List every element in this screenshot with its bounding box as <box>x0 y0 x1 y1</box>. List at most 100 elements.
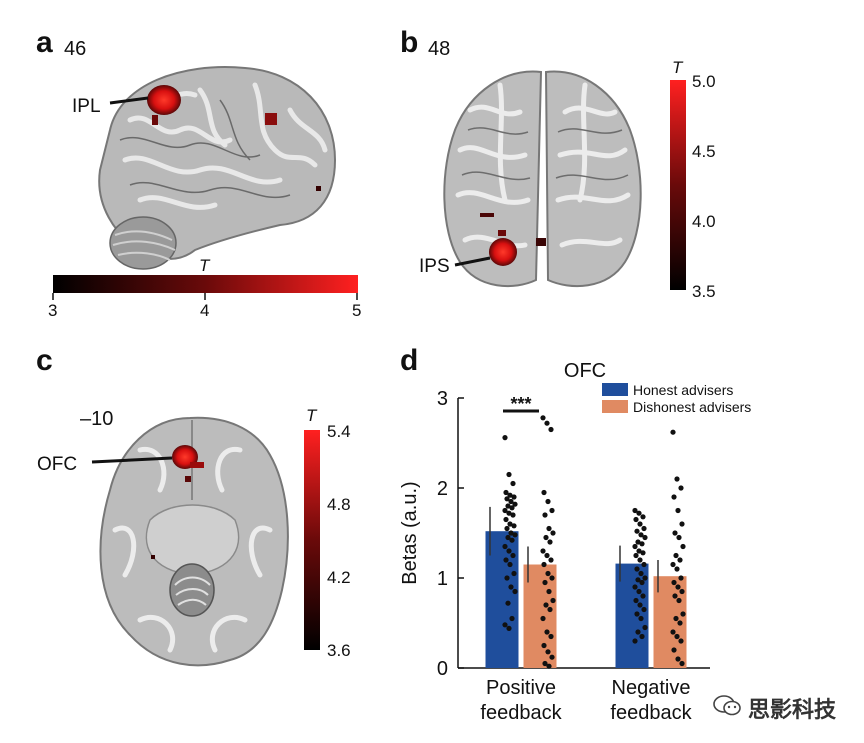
data-point <box>506 510 512 516</box>
chart-title: OFC <box>564 360 606 382</box>
ipl-pointer-line <box>109 96 149 105</box>
data-point <box>632 584 638 590</box>
colorbar-c-tick: 5.4 <box>327 422 351 441</box>
legend-swatch <box>602 400 628 413</box>
ips-activation-cluster <box>489 238 517 266</box>
colorbar-c-tick: 4.2 <box>327 568 351 587</box>
data-point <box>508 498 514 505</box>
data-point <box>505 534 511 541</box>
axial-brain-image-ofc <box>91 416 320 667</box>
data-point <box>677 620 683 626</box>
data-point <box>509 537 515 543</box>
data-point <box>674 633 680 640</box>
data-point <box>639 633 645 640</box>
data-point <box>511 494 517 500</box>
data-point <box>544 420 550 426</box>
data-point <box>547 606 553 613</box>
data-point <box>634 611 640 617</box>
data-point <box>511 523 517 529</box>
data-point <box>679 521 685 527</box>
data-point <box>673 552 679 559</box>
colorbar-b-tick: 5.0 <box>692 72 716 91</box>
data-point <box>511 570 517 577</box>
data-point <box>512 501 518 507</box>
data-point <box>505 600 511 606</box>
colorbar-c-tick: 3.6 <box>327 641 351 660</box>
ofc-bar-chart: 0 1 2 3 Betas (a.u.) OFC Positive feedback Negat… <box>399 360 751 724</box>
colorbar-b-tick: 4.5 <box>692 142 716 161</box>
data-point <box>503 557 509 563</box>
data-point <box>672 593 678 599</box>
data-point <box>672 530 678 536</box>
data-point <box>635 577 641 583</box>
data-point <box>636 548 642 554</box>
data-point <box>504 496 510 502</box>
data-point <box>638 615 644 622</box>
data-point <box>550 530 556 536</box>
data-point <box>636 588 642 595</box>
data-point <box>503 516 509 523</box>
data-point <box>642 575 648 581</box>
data-point <box>670 429 676 435</box>
data-point <box>546 663 552 669</box>
data-point <box>636 510 642 516</box>
slice-number-a: 46 <box>64 38 87 60</box>
data-point <box>675 656 681 662</box>
significance-label: *** <box>510 394 531 414</box>
data-point <box>633 516 639 523</box>
data-point <box>543 602 549 608</box>
data-point <box>546 525 552 532</box>
data-point <box>506 625 512 632</box>
data-point <box>509 505 515 511</box>
data-point <box>548 633 554 640</box>
panel-label-c: c <box>36 344 53 377</box>
data-point <box>677 557 683 563</box>
panel-label-d: d <box>400 344 419 377</box>
slice-number-b: 48 <box>428 38 451 60</box>
slice-number-c: –10 <box>80 408 114 430</box>
colorbar-c-symbol: T <box>306 406 317 425</box>
data-point <box>673 615 679 622</box>
data-point <box>678 485 684 491</box>
data-point <box>638 570 644 577</box>
data-point <box>679 660 685 667</box>
data-point <box>548 557 554 563</box>
data-point <box>632 638 638 644</box>
data-point <box>506 471 512 478</box>
y-tick-label: 2 <box>437 478 448 500</box>
data-point <box>545 498 551 505</box>
legend-label: Dishonest advisers <box>633 399 751 415</box>
data-point <box>675 584 681 590</box>
colorbar-b-tick: 4.0 <box>692 212 716 231</box>
data-point <box>639 579 645 586</box>
data-point <box>639 541 645 547</box>
data-point <box>540 415 546 421</box>
colorbar-a <box>53 275 358 293</box>
data-point <box>671 494 677 500</box>
data-point <box>670 629 676 635</box>
data-point <box>635 539 641 545</box>
data-point <box>632 543 638 550</box>
data-point <box>549 654 555 660</box>
data-point <box>680 543 686 550</box>
y-tick-label: 0 <box>437 658 448 680</box>
y-tick-label: 3 <box>437 388 448 410</box>
data-point <box>509 615 515 622</box>
data-point <box>548 426 554 433</box>
ipl-activation-cluster <box>147 85 181 115</box>
data-point <box>637 602 643 608</box>
data-point <box>510 512 516 518</box>
data-point <box>640 550 646 556</box>
data-point <box>510 480 516 487</box>
data-point <box>549 507 555 514</box>
sagittal-brain-image <box>52 66 358 300</box>
data-point <box>512 532 518 538</box>
x-tick-label: Positive <box>486 677 556 699</box>
data-point <box>508 584 514 590</box>
data-point <box>504 575 510 581</box>
data-point <box>542 512 548 518</box>
data-point <box>671 579 677 586</box>
data-point <box>502 435 508 441</box>
data-point <box>637 557 643 563</box>
